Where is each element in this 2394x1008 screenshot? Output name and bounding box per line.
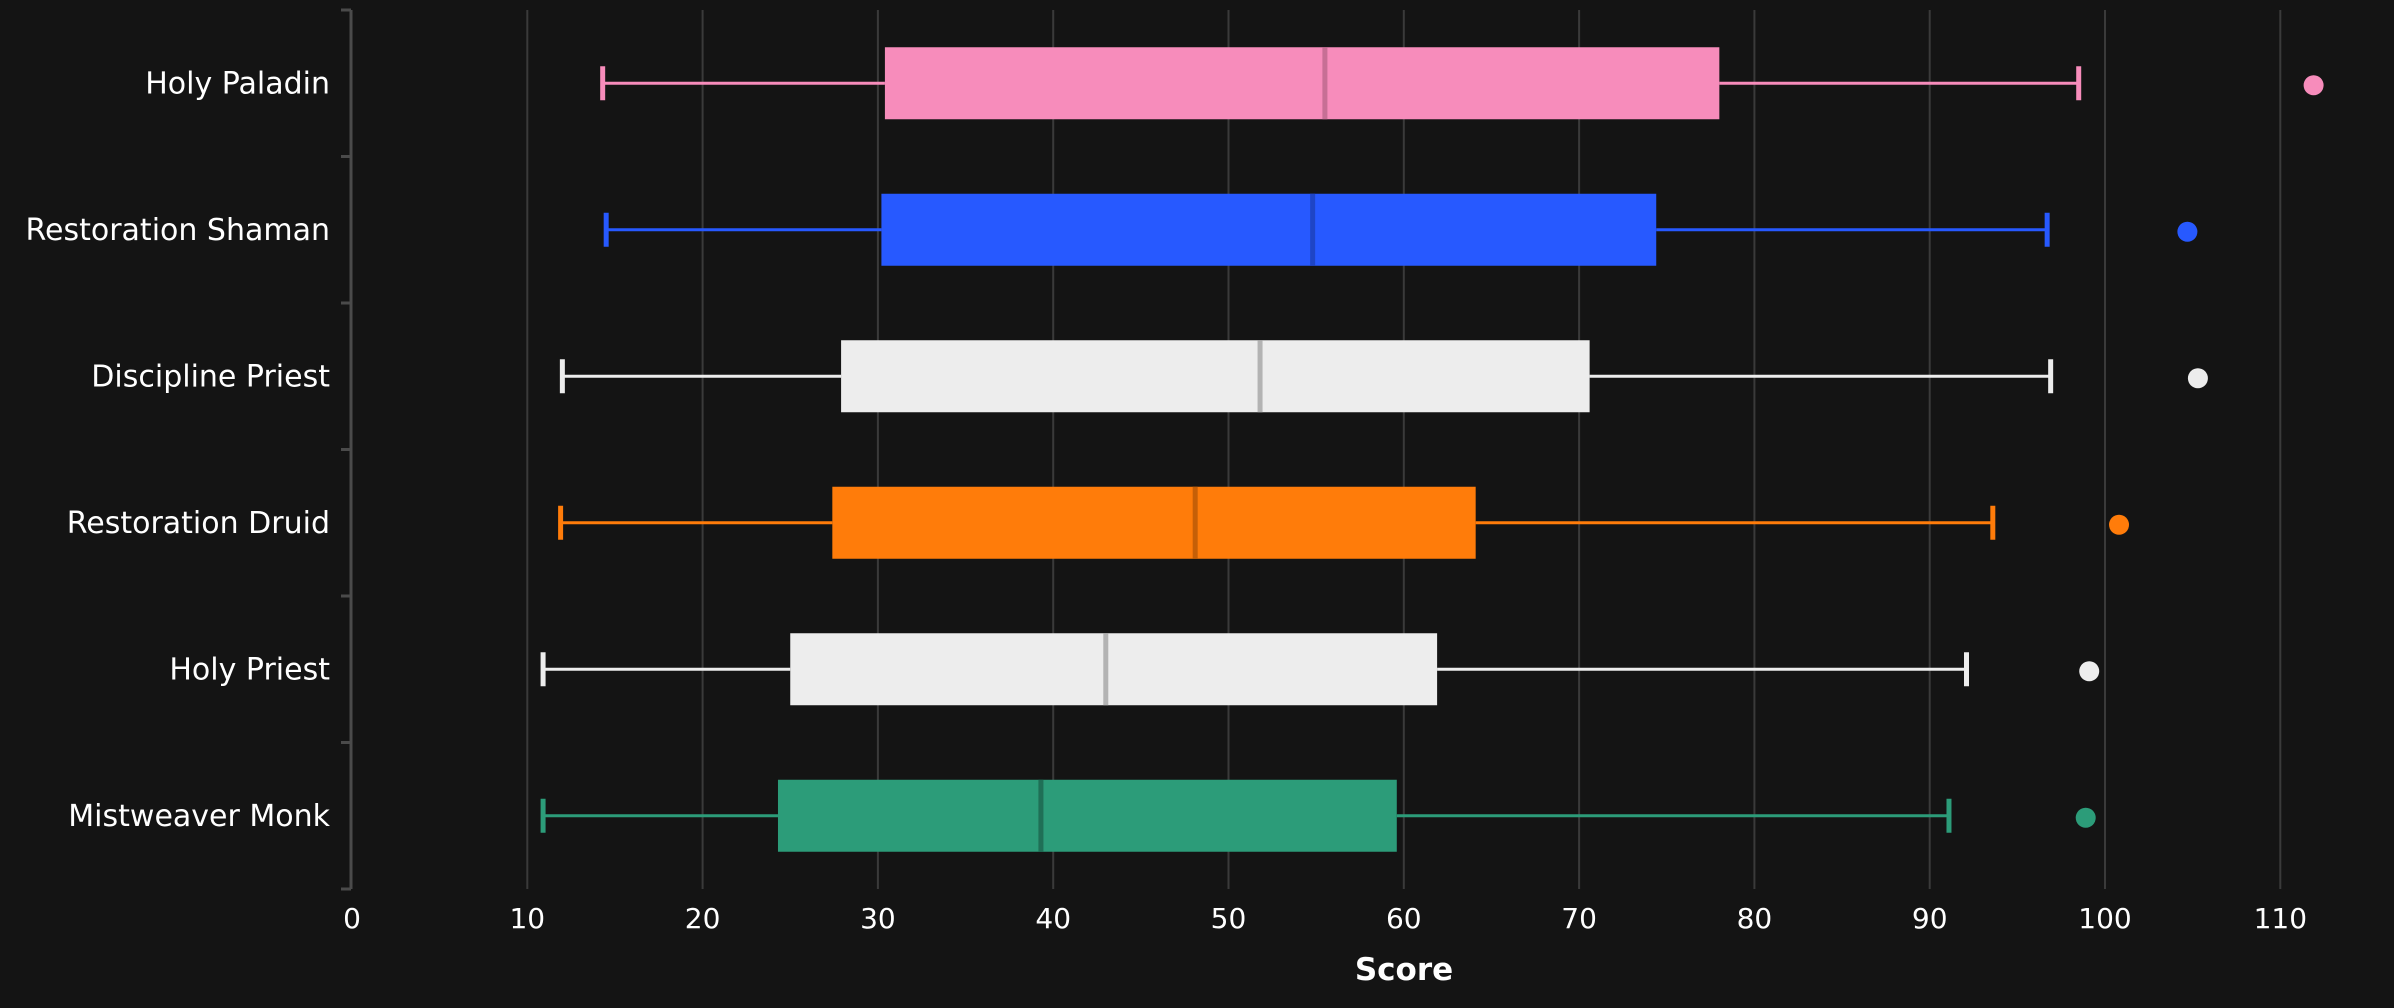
- x-tick-labels: 0 10 20 30 40 50 60 70 80 90 100 110: [343, 902, 2307, 935]
- box-group: [600, 47, 2324, 120]
- x-tick-label: 90: [1912, 902, 1948, 935]
- box-group: [603, 193, 2198, 266]
- category-label: Restoration Druid: [67, 506, 330, 541]
- category-label: Mistweaver Monk: [68, 799, 330, 834]
- box-iqr: [881, 193, 1657, 266]
- outlier-point: [2079, 661, 2100, 682]
- outlier-point: [2177, 221, 2198, 242]
- box-iqr: [832, 486, 1476, 559]
- outlier-point: [2075, 807, 2096, 828]
- box-iqr: [884, 47, 1720, 120]
- x-tick-label: 40: [1035, 902, 1071, 935]
- x-tick-label: 30: [860, 902, 896, 935]
- outlier-point: [2303, 75, 2324, 96]
- box-group: [540, 633, 2100, 706]
- category-label: Restoration Shaman: [26, 213, 330, 248]
- box-iqr: [777, 779, 1397, 852]
- box-group: [559, 340, 2208, 413]
- category-label: Holy Priest: [169, 652, 330, 687]
- box-group: [540, 779, 2096, 852]
- boxes: [540, 47, 2324, 852]
- category-label: Discipline Priest: [91, 359, 330, 394]
- x-tick-label: 0: [343, 902, 361, 935]
- category-label: Holy Paladin: [145, 66, 330, 101]
- x-tick-label: 10: [509, 902, 545, 935]
- box-group: [558, 486, 2130, 559]
- x-tick-label: 70: [1561, 902, 1597, 935]
- outlier-point: [2187, 368, 2208, 389]
- category-labels: Holy Paladin Restoration Shaman Discipline…: [26, 66, 331, 834]
- grid-lines: [526, 10, 2282, 889]
- box-iqr: [841, 340, 1590, 413]
- box-iqr: [790, 633, 1438, 706]
- x-tick-label: 60: [1386, 902, 1422, 935]
- x-tick-label: 110: [2254, 902, 2307, 935]
- x-tick-label: 50: [1211, 902, 1247, 935]
- x-tick-label: 80: [1737, 902, 1773, 935]
- x-tick-label: 20: [685, 902, 721, 935]
- outlier-point: [2109, 514, 2130, 535]
- x-tick-label: 100: [2078, 902, 2131, 935]
- x-axis-title: Score: [1355, 952, 1453, 988]
- y-axis-ticks: [341, 8, 351, 891]
